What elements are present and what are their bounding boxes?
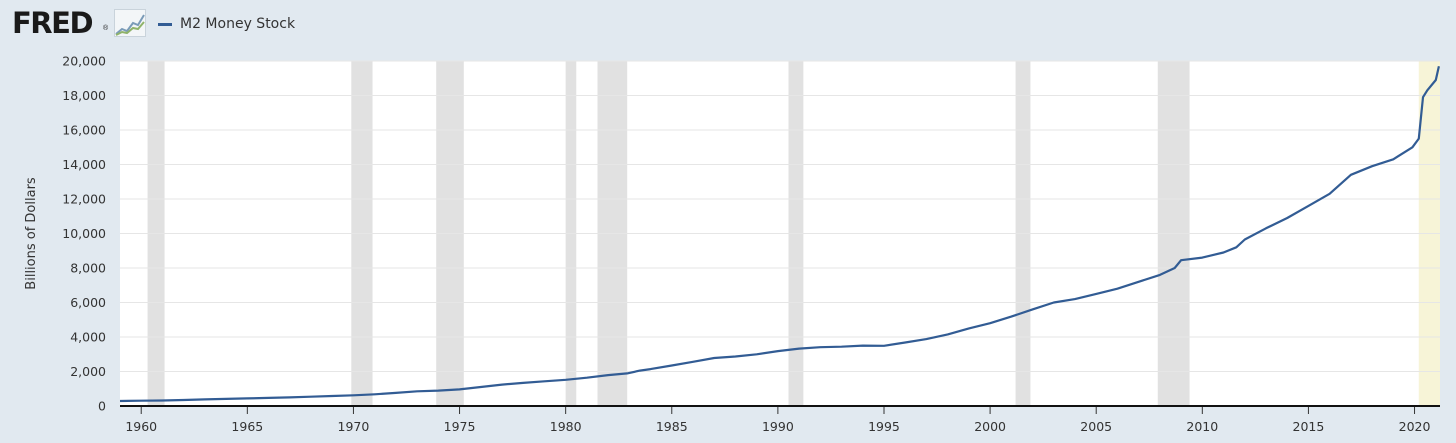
- y-tick-label-16000: 16,000: [62, 123, 106, 138]
- series-line-m2-money-stock[interactable]: [119, 65, 1440, 403]
- legend: M2 Money Stock: [158, 12, 295, 36]
- x-tick-label-2005: 2005: [1080, 419, 1112, 434]
- registered-mark: ®: [103, 25, 109, 32]
- x-tick-label-1970: 1970: [338, 419, 370, 434]
- x-tick-label-1960: 1960: [125, 419, 157, 434]
- x-tick-label-2015: 2015: [1293, 419, 1325, 434]
- y-tick-label-18000: 18,000: [62, 88, 106, 103]
- y-axis-title: Billions of Dollars: [24, 177, 39, 290]
- y-tick-label-14000: 14,000: [62, 157, 106, 172]
- x-tick-label-1965: 1965: [231, 419, 263, 434]
- x-tick-label-2000: 2000: [974, 419, 1006, 434]
- legend-swatch: [158, 22, 172, 26]
- y-tick-label-0: 0: [98, 399, 106, 414]
- x-tick-label-1995: 1995: [868, 419, 900, 434]
- x-tick-label-1980: 1980: [550, 419, 582, 434]
- y-tick-label-4000: 4,000: [70, 330, 106, 345]
- x-tick-label-1990: 1990: [762, 419, 794, 434]
- y-tick-label-10000: 10,000: [62, 226, 106, 241]
- y-tick-label-8000: 8,000: [70, 261, 106, 276]
- gridlines: [120, 60, 1440, 372]
- legend-label-m2-money-stock[interactable]: M2 Money Stock: [180, 16, 296, 32]
- y-axis-ticks: 0 2,000 4,000 6,000 8,000 10,000 12,000 14,000 1…: [62, 54, 106, 414]
- y-tick-label-12000: 12,000: [62, 192, 106, 207]
- fred-logo[interactable]: FRED: [12, 6, 94, 40]
- chart-header: FRED ® M2 Money Stock: [0, 0, 1456, 50]
- y-tick-label-20000: 20,000: [62, 54, 106, 69]
- x-tick-label-1975: 1975: [444, 419, 476, 434]
- x-tick-label-1985: 1985: [656, 419, 688, 434]
- y-tick-label-6000: 6,000: [70, 295, 106, 310]
- y-tick-label-2000: 2,000: [70, 364, 106, 379]
- x-axis-ticks: 1960 1965 1970 1975 1980 1985 1990 1995 2000 2005…: [125, 406, 1430, 434]
- x-tick-label-2020: 2020: [1399, 419, 1431, 434]
- x-tick-label-2010: 2010: [1186, 419, 1218, 434]
- line-chart-icon: [114, 9, 146, 37]
